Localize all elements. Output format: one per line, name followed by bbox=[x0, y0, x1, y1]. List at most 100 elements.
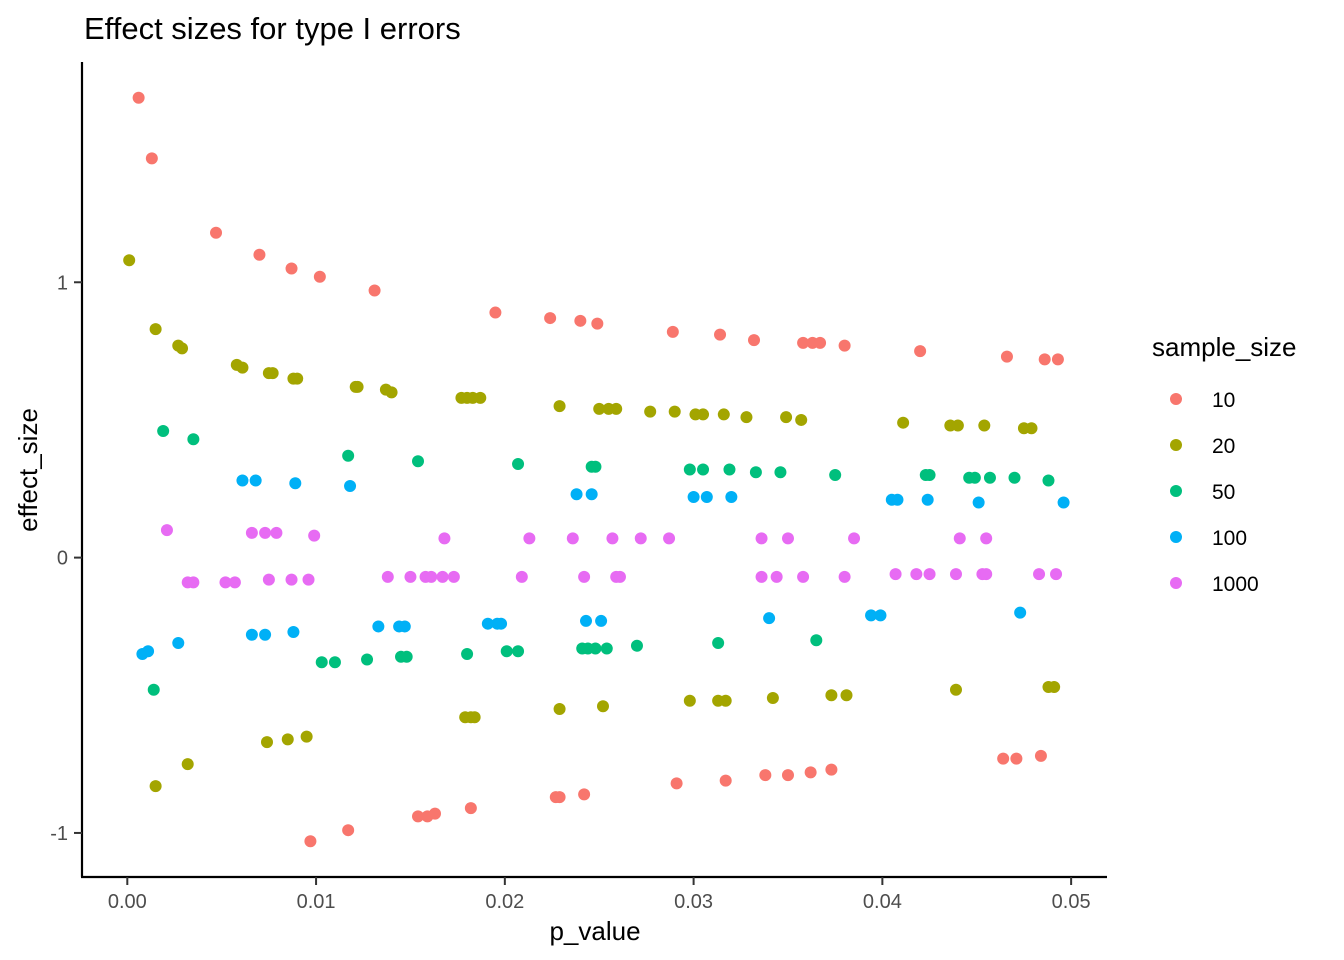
data-point-1000 bbox=[848, 532, 861, 545]
data-point-20 bbox=[149, 323, 162, 336]
data-point-20 bbox=[260, 736, 273, 749]
data-point-100 bbox=[725, 491, 738, 504]
data-point-50 bbox=[968, 471, 981, 484]
legend-label-50: 50 bbox=[1212, 481, 1235, 504]
data-point-100 bbox=[142, 645, 155, 658]
data-point-10 bbox=[253, 248, 266, 261]
data-point-10 bbox=[574, 314, 587, 327]
data-point-100 bbox=[172, 636, 185, 649]
data-point-1000 bbox=[285, 573, 298, 586]
legend-key-20 bbox=[1170, 439, 1182, 451]
data-point-20 bbox=[644, 405, 657, 418]
data-point-20 bbox=[949, 683, 962, 696]
x-tick-label: 0.02 bbox=[485, 891, 524, 913]
data-point-10 bbox=[1010, 752, 1023, 765]
data-point-1000 bbox=[302, 573, 315, 586]
data-point-10 bbox=[368, 284, 381, 297]
data-point-20 bbox=[1025, 422, 1038, 435]
data-point-20 bbox=[553, 703, 566, 716]
data-point-100 bbox=[891, 493, 904, 506]
data-point-20 bbox=[1048, 681, 1061, 694]
data-point-100 bbox=[921, 493, 934, 506]
data-point-100 bbox=[245, 628, 258, 641]
data-point-50 bbox=[315, 656, 328, 669]
data-point-50 bbox=[749, 466, 762, 479]
legend-key-1000 bbox=[1170, 577, 1182, 589]
data-point-50 bbox=[400, 650, 413, 663]
data-point-1000 bbox=[1033, 568, 1046, 581]
data-point-1000 bbox=[404, 570, 417, 583]
data-point-1000 bbox=[910, 568, 923, 581]
data-point-20 bbox=[740, 411, 753, 424]
data-point-20 bbox=[697, 408, 710, 421]
data-point-10 bbox=[997, 752, 1010, 765]
data-point-100 bbox=[1014, 606, 1027, 619]
data-point-10 bbox=[914, 345, 927, 358]
data-point-10 bbox=[748, 334, 761, 347]
data-point-50 bbox=[630, 639, 643, 652]
data-point-20 bbox=[281, 733, 294, 746]
data-point-20 bbox=[468, 711, 481, 724]
data-point-100 bbox=[287, 625, 300, 638]
data-point-1000 bbox=[889, 568, 902, 581]
data-point-1000 bbox=[980, 568, 993, 581]
data-point-10 bbox=[428, 807, 441, 820]
data-point-1000 bbox=[578, 570, 591, 583]
data-point-50 bbox=[1008, 471, 1021, 484]
data-point-100 bbox=[344, 480, 357, 493]
data-point-100 bbox=[595, 614, 608, 627]
data-point-10 bbox=[285, 262, 298, 275]
legend-key-10 bbox=[1170, 393, 1182, 405]
data-point-10 bbox=[145, 152, 158, 165]
data-point-100 bbox=[580, 614, 593, 627]
data-point-50 bbox=[412, 455, 425, 468]
data-point-10 bbox=[132, 91, 145, 104]
data-point-50 bbox=[589, 642, 602, 655]
data-point-10 bbox=[1051, 353, 1064, 366]
data-point-1000 bbox=[755, 532, 768, 545]
data-point-10 bbox=[825, 763, 838, 776]
data-point-50 bbox=[774, 466, 787, 479]
data-point-20 bbox=[236, 361, 249, 374]
data-point-50 bbox=[712, 636, 725, 649]
data-point-50 bbox=[589, 460, 602, 473]
data-point-10 bbox=[578, 788, 591, 801]
data-point-1000 bbox=[755, 570, 768, 583]
data-point-1000 bbox=[515, 570, 528, 583]
data-point-1000 bbox=[270, 526, 283, 539]
data-points bbox=[123, 91, 1070, 848]
data-point-1000 bbox=[923, 568, 936, 581]
data-point-20 bbox=[668, 405, 681, 418]
data-point-100 bbox=[236, 474, 249, 487]
data-point-1000 bbox=[781, 532, 794, 545]
data-point-10 bbox=[804, 766, 817, 779]
y-tick-label: 1 bbox=[57, 272, 68, 294]
data-point-20 bbox=[123, 254, 136, 267]
y-tick-label: -1 bbox=[50, 823, 68, 845]
data-point-20 bbox=[766, 692, 779, 705]
data-point-10 bbox=[1038, 353, 1051, 366]
data-point-10 bbox=[1000, 350, 1013, 363]
data-point-50 bbox=[1042, 474, 1055, 487]
data-point-10 bbox=[210, 226, 223, 239]
data-point-1000 bbox=[160, 524, 173, 537]
data-point-1000 bbox=[953, 532, 966, 545]
data-point-100 bbox=[585, 488, 598, 501]
legend-label-20: 20 bbox=[1212, 435, 1235, 458]
data-point-10 bbox=[313, 270, 326, 283]
data-point-50 bbox=[923, 469, 936, 482]
y-axis-ticks: 1 0 -1 bbox=[50, 272, 82, 845]
data-point-10 bbox=[719, 774, 732, 787]
data-point-20 bbox=[610, 402, 623, 415]
data-point-20 bbox=[593, 402, 606, 415]
legend-label-10: 10 bbox=[1212, 389, 1235, 412]
data-point-1000 bbox=[381, 570, 394, 583]
x-tick-label: 0.05 bbox=[1052, 891, 1091, 913]
data-point-20 bbox=[300, 730, 313, 743]
data-point-100 bbox=[972, 496, 985, 509]
data-point-1000 bbox=[606, 532, 619, 545]
data-point-1000 bbox=[613, 570, 626, 583]
data-point-10 bbox=[666, 325, 679, 338]
data-point-1000 bbox=[228, 576, 241, 589]
data-point-50 bbox=[328, 656, 341, 669]
